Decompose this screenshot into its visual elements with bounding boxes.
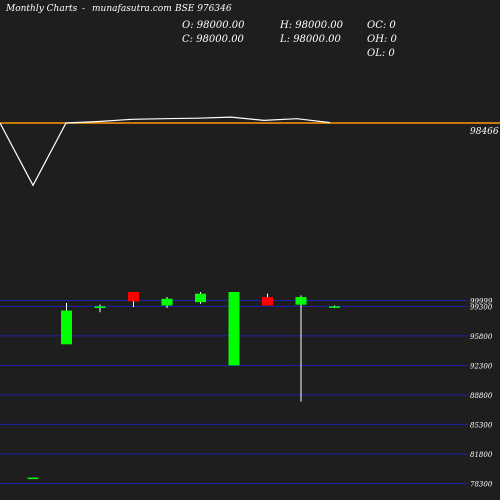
candle-body — [195, 293, 206, 303]
ol-value: OL: 0 — [367, 48, 395, 59]
oh-value: OH: 0 — [367, 34, 397, 45]
price-line — [0, 116, 331, 187]
line-panel: 98466 — [0, 116, 500, 187]
low-value: L: 98000.00 — [280, 34, 341, 45]
candle-body — [128, 292, 139, 302]
symbol-label: BSE 976346 — [175, 4, 232, 14]
candle-body — [27, 477, 39, 480]
candles — [27, 292, 340, 480]
y-tick-label: 99300 — [470, 303, 493, 311]
candle-body — [94, 306, 106, 309]
candle-body — [228, 292, 240, 366]
high-value: H: 98000.00 — [280, 20, 343, 31]
candle-body — [295, 297, 307, 305]
y-tick-label: 78300 — [470, 480, 493, 488]
close-value: C: 98000.00 — [182, 34, 244, 45]
y-tick-label: 95800 — [470, 333, 493, 341]
reference-label: 98466 — [470, 127, 499, 137]
site-label-right: munafasutra.com — [92, 4, 172, 14]
y-tick-label: 81800 — [470, 451, 493, 459]
y-tick-label: 99999 — [470, 297, 493, 305]
candle-body — [61, 310, 72, 345]
candle-body — [329, 306, 340, 308]
oc-value: OC: 0 — [367, 20, 396, 31]
site-label-left: Monthly Charts — [6, 4, 78, 14]
site-label-dash: - — [82, 4, 86, 14]
y-tick-label: 92300 — [470, 362, 493, 370]
y-tick-label: 85300 — [470, 421, 493, 429]
open-value: O: 98000.00 — [182, 20, 245, 31]
y-tick-label: 88800 — [470, 392, 493, 400]
candle-body — [161, 298, 173, 306]
candle-body — [262, 297, 273, 306]
